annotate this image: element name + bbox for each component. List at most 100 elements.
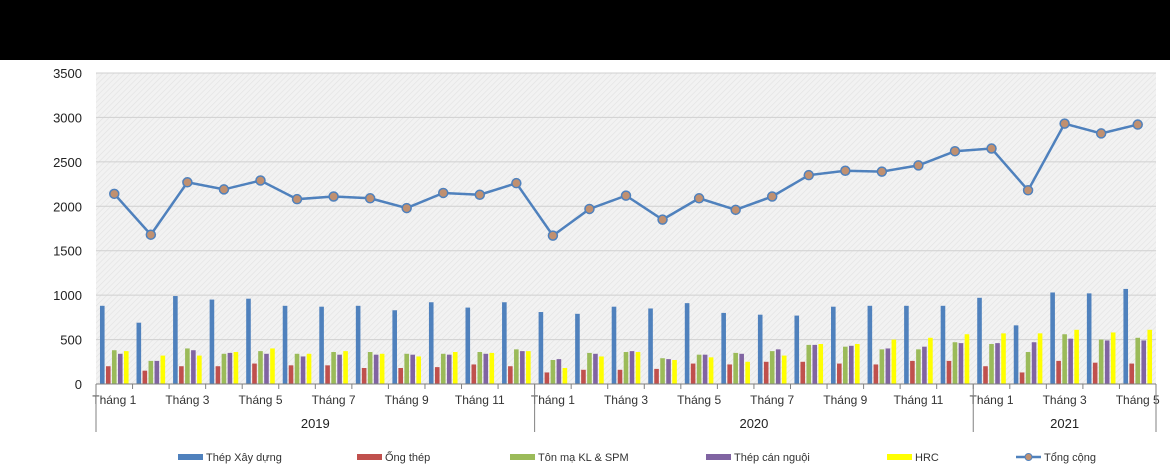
bar <box>904 305 909 384</box>
year-label: 2019 <box>301 416 330 431</box>
line-point <box>1095 128 1107 139</box>
bar <box>885 348 891 384</box>
bar <box>508 366 513 384</box>
bar <box>288 365 294 384</box>
bar <box>306 353 312 384</box>
x-tick-label: Tháng 9 <box>385 393 429 407</box>
bar <box>173 296 178 384</box>
line-point <box>986 143 997 154</box>
bar <box>800 361 806 384</box>
line-point <box>840 165 851 176</box>
bar <box>922 346 927 384</box>
bar <box>337 354 342 384</box>
bar <box>520 351 525 384</box>
bar <box>191 350 196 384</box>
legend-label: Thép Xây dựng <box>206 452 282 464</box>
bar <box>343 351 348 384</box>
bar <box>185 348 190 384</box>
legend-label: Tổng cộng <box>1044 452 1096 464</box>
bar <box>757 314 763 384</box>
bar <box>434 367 440 384</box>
line-point <box>145 229 157 240</box>
bar <box>1110 332 1116 384</box>
x-tick-label: Tháng 3 <box>165 393 209 407</box>
bar <box>781 355 787 384</box>
bar <box>209 299 215 384</box>
bar <box>410 354 415 384</box>
bar <box>855 344 860 384</box>
bar <box>727 364 732 384</box>
x-tick-label: Tháng 5 <box>1116 393 1160 407</box>
line-point <box>913 160 924 171</box>
bar <box>148 360 154 384</box>
bar <box>763 361 769 384</box>
bar <box>270 348 275 384</box>
bar <box>471 364 477 384</box>
bar <box>623 352 629 384</box>
bar <box>1068 338 1073 384</box>
line-point <box>620 190 632 201</box>
bar <box>702 354 708 384</box>
bar <box>983 366 988 384</box>
bar <box>264 353 269 384</box>
line-point <box>803 169 815 181</box>
y-tick-label: 3500 <box>53 66 82 81</box>
bar <box>873 364 879 384</box>
bar <box>977 297 982 384</box>
x-tick-label: Tháng 7 <box>312 393 356 407</box>
bar <box>294 353 300 384</box>
bar <box>818 344 824 384</box>
line-point <box>584 203 595 215</box>
bar <box>483 353 489 384</box>
line-point <box>730 204 741 216</box>
bar <box>319 306 324 384</box>
bar <box>367 352 373 384</box>
bar <box>1129 363 1135 384</box>
legend-swatch <box>510 454 535 460</box>
legend-swatch <box>357 454 382 460</box>
bar <box>733 352 738 384</box>
y-tick-label: 1500 <box>53 244 82 259</box>
line-point <box>876 166 888 177</box>
legend-label: Tôn mạ KL & SPM <box>538 452 629 464</box>
x-tick-label: Tháng 11 <box>455 393 505 407</box>
bar <box>1092 362 1098 384</box>
bar <box>1037 333 1043 384</box>
bar <box>300 356 306 384</box>
line-point <box>511 177 522 189</box>
bar <box>538 312 544 384</box>
bar <box>635 352 641 384</box>
line-point <box>693 193 705 204</box>
x-tick-label: Tháng 5 <box>238 393 282 407</box>
bar <box>1123 288 1129 384</box>
bar <box>666 359 671 384</box>
bar <box>361 368 367 384</box>
bar <box>404 353 409 384</box>
bar <box>1019 372 1025 384</box>
bar <box>197 355 202 384</box>
x-tick-label: Tháng 9 <box>823 393 867 407</box>
bar <box>136 322 142 384</box>
bar <box>654 368 659 384</box>
bar <box>1086 293 1092 384</box>
bar <box>964 334 970 384</box>
bar <box>843 346 848 384</box>
bar <box>617 369 623 384</box>
bar <box>928 337 933 384</box>
x-tick-label: Tháng 7 <box>750 393 794 407</box>
bar <box>696 354 702 384</box>
line-point <box>1022 185 1034 196</box>
bar <box>879 349 885 384</box>
x-tick-label: Tháng 1 <box>531 393 575 407</box>
bar <box>575 313 580 384</box>
bar <box>154 360 160 384</box>
bar <box>1025 352 1031 384</box>
bar <box>831 306 836 384</box>
bar <box>952 342 958 384</box>
legend-swatch <box>178 454 203 460</box>
bar <box>282 305 288 384</box>
bar <box>599 356 604 384</box>
line-point <box>1059 118 1070 129</box>
bar <box>891 339 897 384</box>
